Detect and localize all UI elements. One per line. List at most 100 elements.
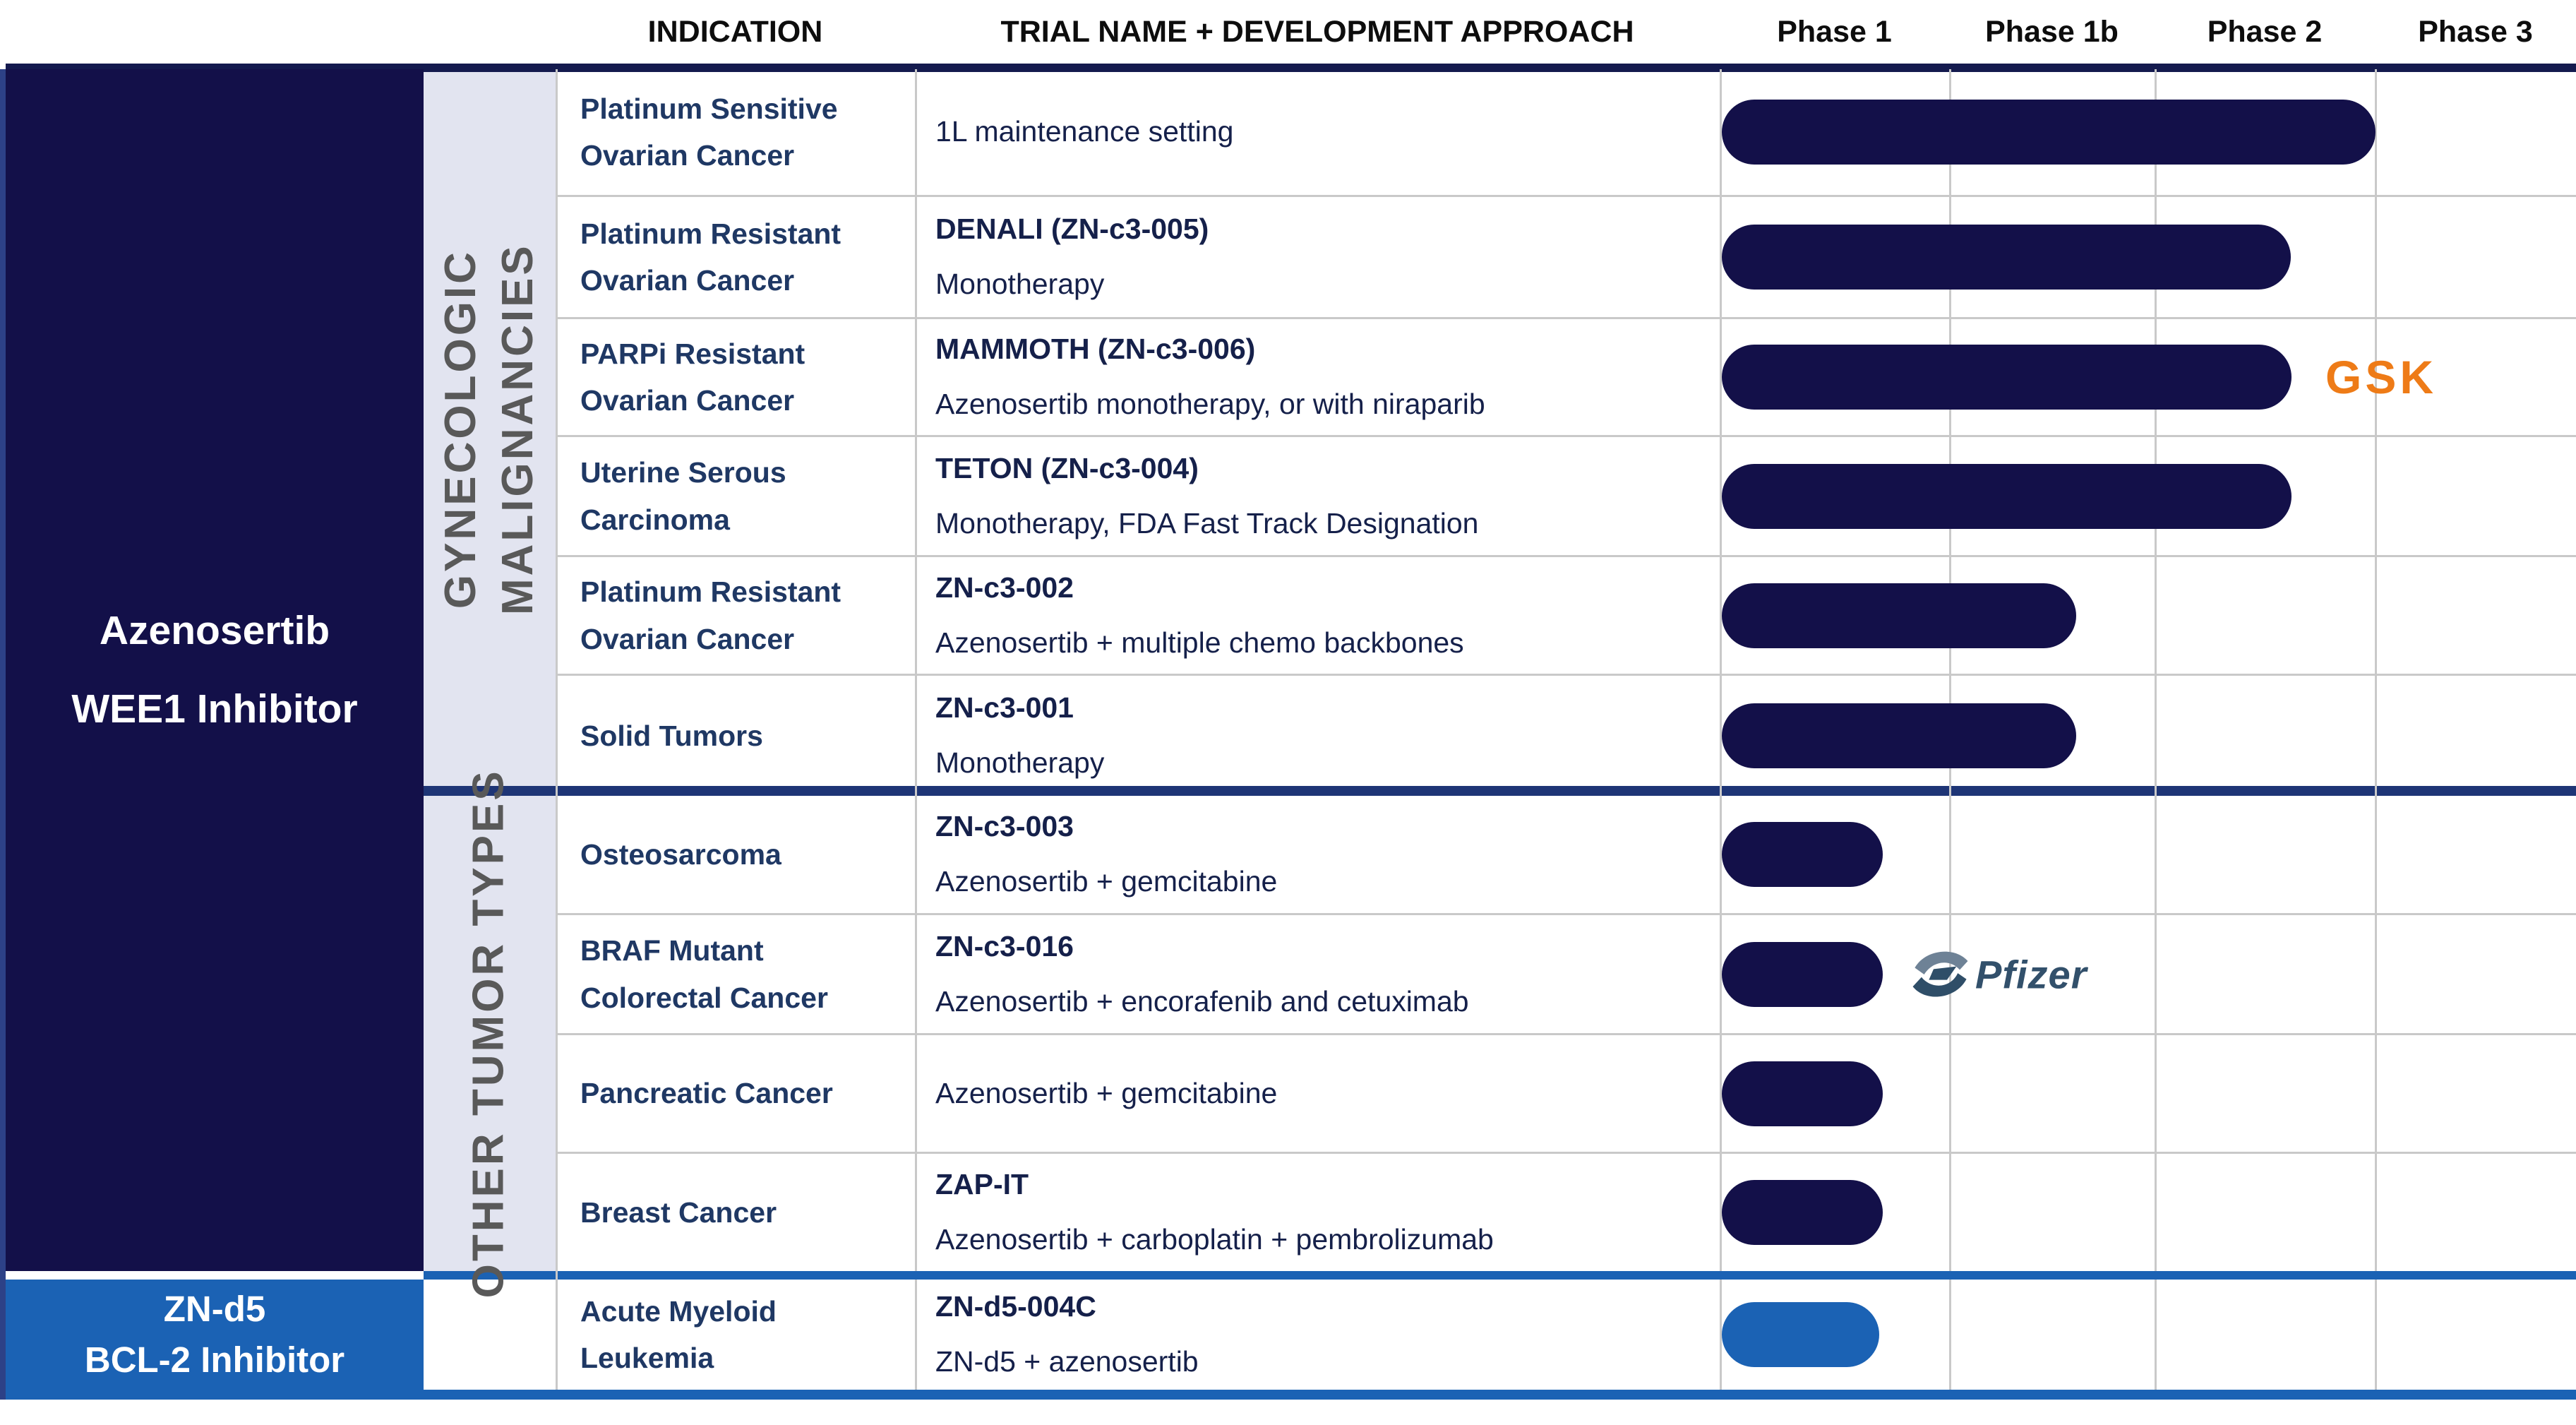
indication-text: BRAF Mutant [580, 934, 764, 967]
phase-column-divider [2155, 1035, 2157, 1152]
trial-approach: Azenosertib + gemcitabine [935, 1076, 1278, 1109]
indication-cell: Osteosarcoma [558, 796, 917, 913]
pipeline-row: Platinum Sensitive Ovarian Cancer 1L maint… [558, 69, 2576, 197]
trial-name: ZAP-IT [935, 1168, 1029, 1201]
trial-cell: DENALI (ZN-c3-005) Monotherapy [917, 197, 1722, 317]
phase-cell [1722, 437, 2576, 555]
pipeline-row: Acute Myeloid Leukemia ZN-d5-004C ZN-d5 + a… [558, 1280, 2576, 1390]
phase-progress-bar [1722, 583, 2076, 648]
indication-cell: Uterine Serous Carcinoma [558, 437, 917, 555]
trial-cell: ZN-c3-002 Azenosertib + multiple chemo ba… [917, 557, 1722, 674]
indication-text: Ovarian Cancer [580, 139, 795, 172]
phase-column-divider [1949, 1154, 1951, 1271]
trial-approach: Monotherapy, FDA Fast Track Designation [935, 506, 1479, 539]
trial-name: DENALI (ZN-c3-005) [935, 213, 1209, 246]
phase-column-divider [2375, 915, 2377, 1033]
phase-progress-bar [1722, 225, 2291, 290]
indication-text: Pancreatic Cancer [580, 1077, 833, 1110]
drug-block-znd5: ZN-d5 BCL-2 Inhibitor [6, 1280, 424, 1390]
trial-name: TETON (ZN-c3-004) [935, 451, 1199, 484]
phase-column-divider [1949, 1280, 1951, 1390]
phase-column-divider [2155, 915, 2157, 1033]
column-header-phase1: Phase 1 [1777, 14, 1892, 49]
phase-progress-bar [1722, 703, 2076, 768]
pipeline-row: Uterine Serous Carcinoma TETON (ZN-c3-004)… [558, 437, 2576, 557]
phase-progress-bar [1722, 100, 2376, 165]
indication-cell: Platinum Sensitive Ovarian Cancer [558, 69, 917, 195]
znd5-divider-line [424, 1271, 2576, 1280]
phase-column-divider [2375, 197, 2377, 317]
phase-column-divider [2155, 557, 2157, 674]
trial-approach: Azenosertib + multiple chemo backbones [935, 626, 1464, 659]
trial-approach: 1L maintenance setting [935, 115, 1234, 148]
phase-column-divider [2375, 796, 2377, 913]
trial-approach: Monotherapy [935, 268, 1105, 300]
phase-column-divider [2375, 319, 2377, 435]
trial-cell: ZAP-IT Azenosertib + carboplatin + pembro… [917, 1154, 1722, 1271]
pipeline-row: Solid Tumors ZN-c3-001 Monotherapy [558, 676, 2576, 796]
phase-progress-bar [1722, 1302, 1879, 1367]
pipeline-rows: Platinum Sensitive Ovarian Cancer 1L maint… [556, 69, 2576, 1390]
section-divider-line [424, 786, 2576, 796]
indication-text: Carcinoma [580, 503, 730, 536]
pipeline-row: Platinum Resistant Ovarian Cancer ZN-c3-00… [558, 557, 2576, 676]
trial-approach: Azenosertib + carboplatin + pembrolizuma… [935, 1223, 1494, 1256]
phase-column-divider [2375, 1035, 2377, 1152]
trial-name: ZN-d5-004C [935, 1290, 1096, 1323]
trial-cell: ZN-d5-004C ZN-d5 + azenosertib [917, 1280, 1722, 1390]
phase-cell [1722, 69, 2576, 195]
phase-cell [1722, 1035, 2576, 1152]
pfizer-swirl-icon [1912, 951, 1968, 997]
indication-text: Ovarian Cancer [580, 264, 795, 297]
indication-text: Colorectal Cancer [580, 981, 828, 1014]
phase-cell [1722, 796, 2576, 913]
trial-name: MAMMOTH (ZN-c3-006) [935, 333, 1256, 366]
table-left-border [0, 69, 6, 1400]
trial-cell: ZN-c3-001 Monotherapy [917, 676, 1722, 796]
pipeline-row: Pancreatic Cancer Azenosertib + gemcitabi… [558, 1035, 2576, 1154]
trial-approach: Azenosertib + encorafenib and cetuximab [935, 984, 1469, 1018]
phase-cell [1722, 557, 2576, 674]
indication-text: Uterine Serous [580, 456, 786, 489]
indication-cell: Solid Tumors [558, 676, 917, 796]
pfizer-logo-text: Pfizer [1975, 952, 2087, 996]
pipeline-row: PARPi Resistant Ovarian Cancer MAMMOTH (ZN… [558, 319, 2576, 437]
phase-column-divider [1949, 1035, 1951, 1152]
trial-cell: MAMMOTH (ZN-c3-006) Azenosertib monothera… [917, 319, 1722, 435]
column-header-phase1b: Phase 1b [1985, 14, 2119, 49]
phase-column-divider [1949, 796, 1951, 913]
trial-cell: ZN-c3-003 Azenosertib + gemcitabine [917, 796, 1722, 913]
trial-name: ZN-c3-002 [935, 571, 1074, 604]
trial-name: ZN-c3-001 [935, 691, 1074, 725]
phase-cell: Pfizer [1722, 915, 2576, 1033]
indication-text: Ovarian Cancer [580, 384, 795, 417]
indication-text: Leukemia [580, 1342, 714, 1374]
phase-column-divider [2155, 796, 2157, 913]
phase-progress-bar [1722, 822, 1883, 887]
column-header-phase2: Phase 2 [2207, 14, 2323, 49]
phase-cell [1722, 197, 2576, 317]
phase-progress-bar [1722, 1180, 1883, 1245]
header-rule-line [6, 64, 2576, 72]
trial-approach: ZN-d5 + azenosertib [935, 1345, 1199, 1378]
pipeline-row: BRAF Mutant Colorectal Cancer ZN-c3-016 Aze… [558, 915, 2576, 1035]
phase-progress-bar [1722, 345, 2292, 410]
column-header-phase3: Phase 3 [2418, 14, 2533, 49]
indication-text: PARPi Resistant [580, 337, 805, 370]
phase-column-divider [2375, 1280, 2377, 1390]
drug-block-azenosertib: Azenosertib WEE1 Inhibitor [6, 69, 424, 1271]
table-bottom-border [6, 1390, 2576, 1400]
trial-approach: Monotherapy [935, 746, 1105, 779]
pipeline-row: Breast Cancer ZAP-IT Azenosertib + carbopl… [558, 1154, 2576, 1271]
category-band-gynecologic: GYNECOLOGIC MALIGNANCIES [424, 72, 556, 786]
column-header-indication: INDICATION [647, 14, 823, 49]
phase-column-divider [2375, 437, 2377, 555]
trial-approach: Azenosertib + gemcitabine [935, 865, 1278, 898]
indication-cell: PARPi Resistant Ovarian Cancer [558, 319, 917, 435]
indication-text: Platinum Resistant [580, 576, 841, 609]
indication-text: Osteosarcoma [580, 837, 781, 871]
phase-progress-bar [1722, 1061, 1883, 1126]
indication-text: Breast Cancer [580, 1196, 777, 1229]
phase-column-divider [2155, 1154, 2157, 1271]
indication-cell: Platinum Resistant Ovarian Cancer [558, 197, 917, 317]
